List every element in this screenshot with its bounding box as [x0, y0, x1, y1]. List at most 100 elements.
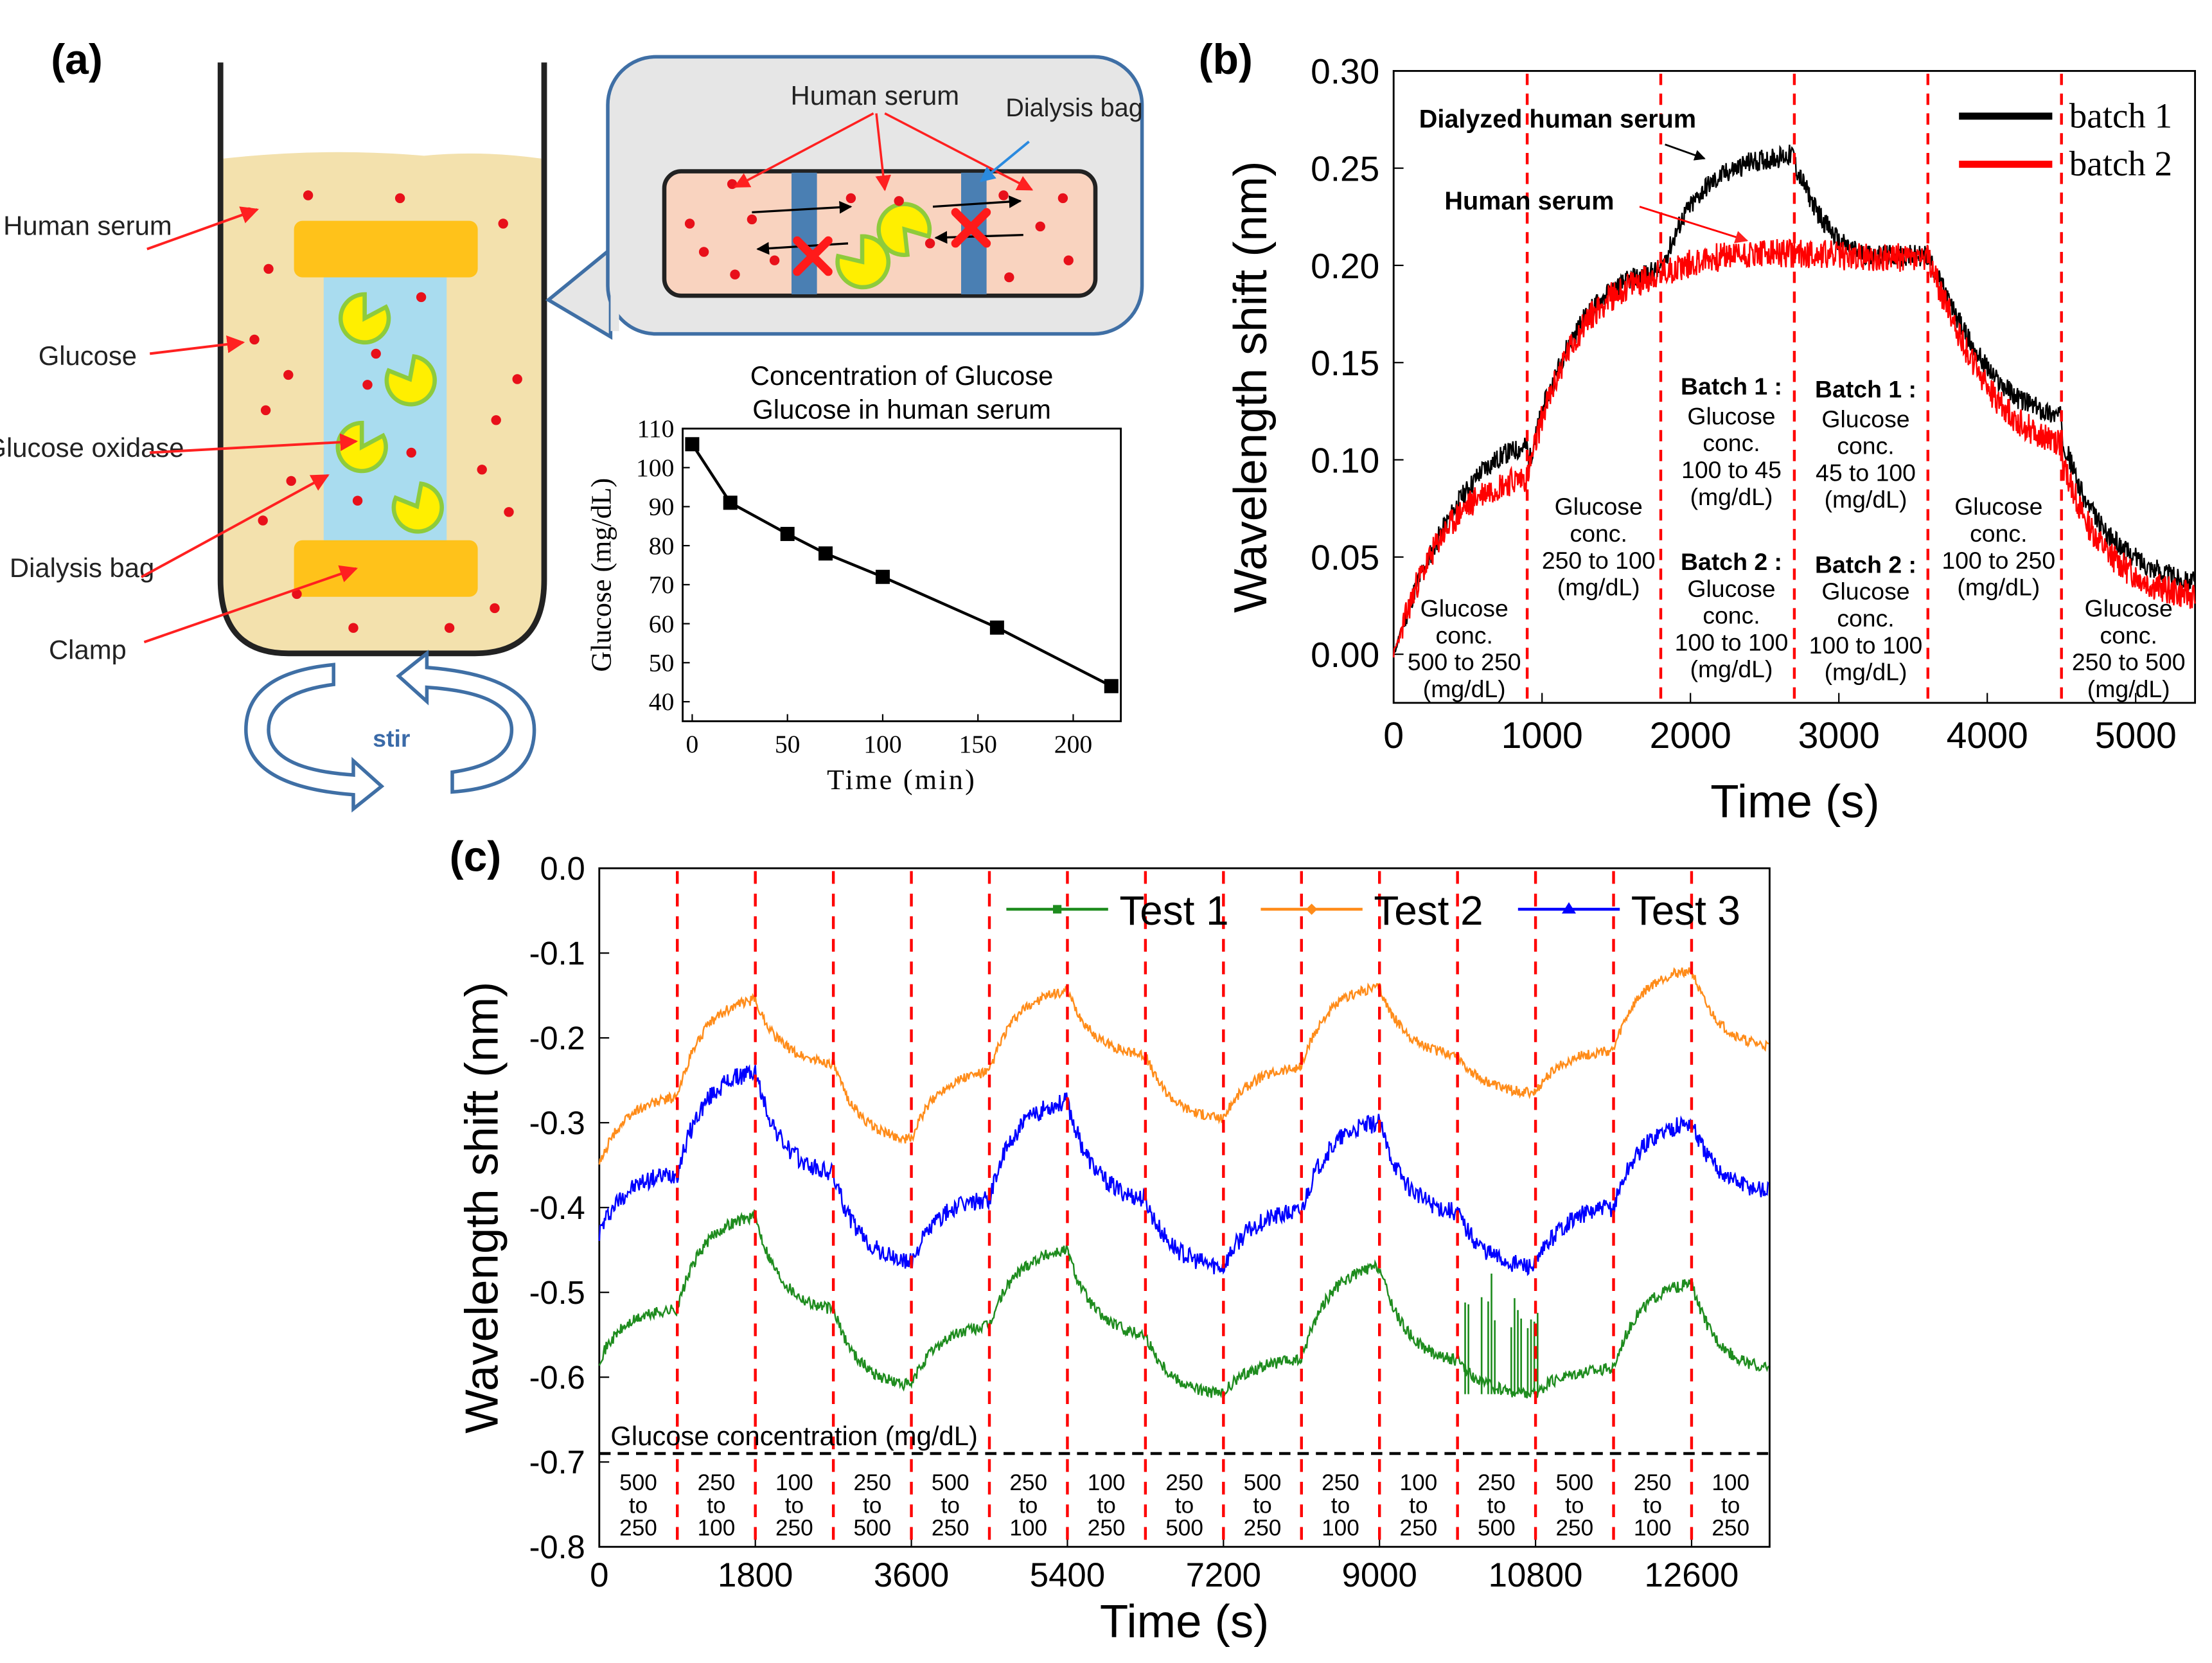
- glucose-dots: [243, 190, 522, 633]
- c-y-tick-label: 0.0: [540, 850, 585, 887]
- c-segment-label: 100: [698, 1516, 736, 1541]
- inset-y-tick-label: 70: [649, 571, 675, 599]
- inset-dialysis-label: Dialysis bag: [1005, 94, 1142, 122]
- c-legend-label: Test 1: [1119, 887, 1228, 934]
- c-segment-label: to: [1721, 1493, 1740, 1518]
- inset-data-point: [989, 620, 1004, 635]
- c-legend-label: Test 2: [1374, 887, 1483, 934]
- glucose-oxidase-group: [335, 292, 444, 534]
- inset-enzymes: [835, 202, 932, 290]
- clamp-bottom: [294, 540, 478, 597]
- membrane-left: [792, 172, 817, 294]
- c-segment-label: 100: [1088, 1470, 1126, 1495]
- c-segment-label: 100: [1009, 1516, 1047, 1541]
- inset-data-point: [723, 495, 738, 510]
- beaker-label: Glucose oxidase: [0, 432, 184, 463]
- c-legend-label: Test 3: [1631, 887, 1740, 934]
- inset-x-tick-label: 200: [1054, 730, 1092, 758]
- c-segment-label: to: [1409, 1493, 1428, 1518]
- beaker-labels: Human serum Glucose Glucose oxidase Dial…: [0, 211, 184, 665]
- c-x-tick-label: 1800: [718, 1556, 793, 1594]
- b-seg-label: (mg/dL): [1957, 574, 2040, 601]
- c-segment-label: 500: [1165, 1516, 1203, 1541]
- inset-y-tick-label: 50: [649, 649, 675, 677]
- panel-b-label: (b): [1199, 35, 1253, 83]
- c-legend-marker: [1053, 905, 1062, 914]
- c-segment-label: to: [1565, 1493, 1584, 1518]
- b-legend-label: batch 2: [2069, 144, 2172, 183]
- c-segment-label: 250: [775, 1516, 813, 1541]
- b-y-tick-label: 0.05: [1311, 538, 1379, 578]
- b-seg-label: conc.: [1837, 605, 1894, 632]
- c-y-tick-label: -0.1: [529, 935, 585, 972]
- c-y-tick-label: -0.2: [529, 1020, 585, 1056]
- inset-y-tick-label: 80: [649, 531, 675, 560]
- c-segment-label: 250: [1165, 1470, 1203, 1495]
- c-segment-label: 250: [1400, 1516, 1438, 1541]
- b-seg-label: 250 to 100: [1542, 547, 1656, 574]
- inset-x-label: Time (min): [827, 764, 977, 796]
- inset-x-tick-label: 0: [686, 730, 699, 758]
- inset-data-point: [875, 569, 890, 584]
- b-y-tick-label: 0.20: [1311, 246, 1379, 286]
- b-y-label: Wavelength shift (nm): [1225, 161, 1277, 612]
- c-segment-label: to: [1643, 1493, 1662, 1518]
- c-legend-marker: [1305, 903, 1318, 915]
- c-y-label: Wavelength shift (nm): [456, 982, 508, 1434]
- c-segment-label: 250: [1634, 1470, 1672, 1495]
- c-segment-label: 250: [1009, 1470, 1047, 1495]
- c-x-tick-label: 0: [590, 1556, 608, 1594]
- c-legend-marker: [1562, 902, 1576, 914]
- dialysis-pointer: [979, 140, 1030, 182]
- inset-title: Concentration of Glucose: [750, 360, 1054, 391]
- annot-dialyzed-arrow: [1665, 143, 1706, 161]
- stir-label: stir: [373, 725, 410, 752]
- b-seg-label: conc.: [1703, 429, 1760, 456]
- inset-chart: Concentration of Glucose Glucose in human…: [585, 360, 1122, 796]
- panel-c: (c) 0 1800 3600 5400 7200 9000 10800 12600 0.0 -0…: [450, 833, 1771, 1648]
- bubble-joint: [610, 243, 619, 332]
- c-segment-label: 250: [1322, 1470, 1359, 1495]
- c-segment-label: 500: [1478, 1516, 1516, 1541]
- c-x-label: Time (s): [1100, 1596, 1269, 1648]
- c-segment-label: 250: [1478, 1470, 1516, 1495]
- c-segment-label: 250: [1712, 1516, 1749, 1541]
- c-segment-label: 100: [775, 1470, 813, 1495]
- c-segment-label: 250: [1244, 1516, 1282, 1541]
- b-y-tick-label: 0.00: [1311, 635, 1379, 675]
- c-series-2: [598, 1064, 1769, 1277]
- b-x-tick-label: 2000: [1650, 715, 1731, 756]
- b-seg-label: (mg/dL): [1557, 574, 1640, 601]
- b-y-tick-label: 0.30: [1311, 51, 1379, 91]
- chart-c: 0 1800 3600 5400 7200 9000 10800 12600 0.0 -0.1 -0…: [456, 850, 1771, 1648]
- c-segment-label: 250: [853, 1470, 891, 1495]
- b-seg-label: (mg/dL): [1423, 675, 1506, 702]
- b-seg-label: Glucose: [1687, 575, 1775, 602]
- b-seg-label: 100 to 250: [1942, 547, 2055, 574]
- b-seg-label: (mg/dL): [1690, 483, 1773, 510]
- b-legend-label: batch 1: [2069, 96, 2172, 135]
- b-seg-label: 45 to 100: [1816, 459, 1916, 486]
- c-y-tick-label: -0.5: [529, 1274, 585, 1311]
- c-y-tick-label: -0.6: [529, 1359, 585, 1396]
- annot-serum-arrow: [1639, 206, 1749, 244]
- inset-y-tick-label: 100: [636, 454, 674, 482]
- annot-human-serum: Human serum: [1444, 187, 1614, 215]
- beaker-pointers: [141, 206, 358, 644]
- panel-a: (a) Human serum Glucose Glucose oxidase …: [0, 35, 1144, 813]
- c-segment-label: 100: [1322, 1516, 1359, 1541]
- b-seg-label: 500 to 250: [1408, 648, 1521, 675]
- c-segment-label: 500: [853, 1516, 891, 1541]
- b-seg-label: (mg/dL): [1825, 659, 1907, 686]
- inset-x-tick-label: 150: [959, 730, 997, 758]
- c-segment-label: 250: [619, 1516, 657, 1541]
- c-x-tick-label: 3600: [874, 1556, 949, 1594]
- b-y-tick-label: 0.15: [1311, 343, 1379, 383]
- b-seg-label: 100 to 100: [1675, 628, 1789, 655]
- b-seg-label: (mg/dL): [1690, 655, 1773, 682]
- inset-axes-frame: [682, 427, 1122, 722]
- inset-series-line: [691, 443, 1112, 688]
- b-seg-label: Glucose: [2085, 595, 2173, 622]
- c-segment-label: to: [941, 1493, 960, 1518]
- b-seg-label: (mg/dL): [1825, 486, 1907, 513]
